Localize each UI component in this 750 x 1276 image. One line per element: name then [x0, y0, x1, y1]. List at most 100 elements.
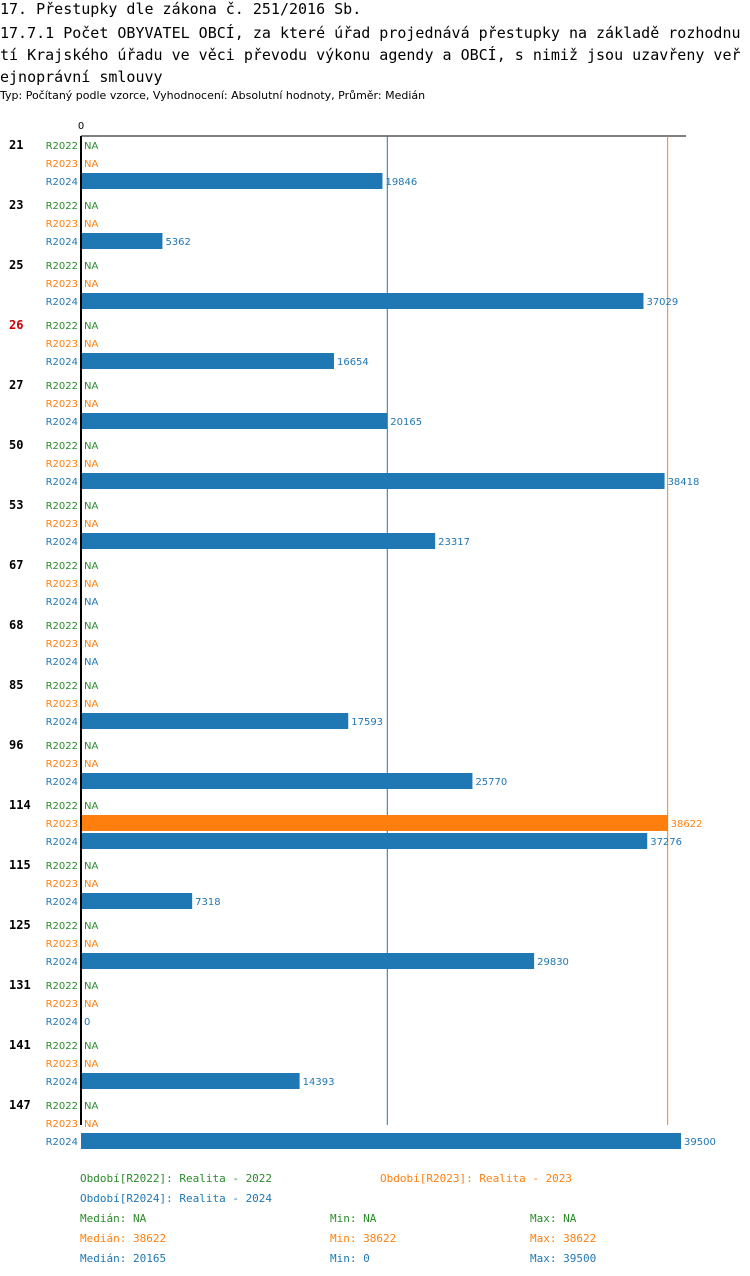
series-label: R2024 — [46, 1137, 78, 1148]
series-label: R2022 — [46, 201, 78, 212]
na-label: NA — [84, 339, 98, 350]
bar — [81, 1133, 681, 1149]
value-label: 16654 — [337, 357, 369, 368]
group-label: 131 — [9, 978, 31, 992]
na-label: NA — [84, 501, 98, 512]
series-label: R2023 — [46, 279, 78, 290]
na-label: NA — [84, 801, 98, 812]
series-label: R2024 — [46, 1077, 78, 1088]
na-label: NA — [84, 939, 98, 950]
bar — [81, 233, 163, 249]
series-label: R2022 — [46, 501, 78, 512]
na-label: NA — [84, 279, 98, 290]
na-label: NA — [84, 1059, 98, 1070]
bar — [81, 893, 193, 909]
group-label: 115 — [9, 858, 31, 872]
bar — [81, 173, 383, 189]
series-label: R2023 — [46, 339, 78, 350]
series-label: R2022 — [46, 1041, 78, 1052]
legend-r2024: Období[R2024]: Realita - 2024 — [80, 1192, 273, 1205]
stat-median-r2022: Medián: NA — [80, 1212, 147, 1225]
stat-median-r2024: Medián: 20165 — [80, 1252, 167, 1265]
series-label: R2023 — [46, 1059, 78, 1070]
x-axis-zero-label: 0 — [78, 121, 84, 132]
bar — [81, 413, 388, 429]
na-label: NA — [84, 459, 98, 470]
na-label: NA — [84, 921, 98, 932]
bar — [81, 533, 436, 549]
series-label: R2023 — [46, 939, 78, 950]
bar-chart: 0 21 R2022 NA R2023 NA R2024 19846 23 R2022 NA R202… — [9, 121, 716, 1149]
series-label: R2024 — [46, 777, 78, 788]
na-label: NA — [84, 579, 98, 590]
series-label: R2022 — [46, 141, 78, 152]
series-label: R2023 — [46, 759, 78, 770]
bar — [81, 1073, 300, 1089]
na-label: NA — [84, 201, 98, 212]
series-label: R2022 — [46, 981, 78, 992]
series-label: R2022 — [46, 321, 78, 332]
na-label: NA — [84, 1101, 98, 1112]
series-label: R2024 — [46, 297, 78, 308]
na-label: NA — [84, 639, 98, 650]
series-label: R2022 — [46, 801, 78, 812]
series-label: R2024 — [46, 237, 78, 248]
value-label: 29830 — [537, 957, 569, 968]
na-label: NA — [84, 141, 98, 152]
group-label: 96 — [9, 738, 23, 752]
na-label: NA — [84, 861, 98, 872]
series-label: R2024 — [46, 1017, 78, 1028]
group-label: 125 — [9, 918, 31, 932]
na-label: NA — [84, 879, 98, 890]
na-label: NA — [84, 741, 98, 752]
series-label: R2024 — [46, 897, 78, 908]
series-label: R2023 — [46, 699, 78, 710]
bar — [81, 815, 668, 831]
stat-max-r2022: Max: NA — [530, 1212, 577, 1225]
group-label: 53 — [9, 498, 23, 512]
group-label: 141 — [9, 1038, 31, 1052]
series-label: R2024 — [46, 957, 78, 968]
bar — [81, 713, 349, 729]
series-label: R2023 — [46, 579, 78, 590]
stat-min-r2024: Min: 0 — [330, 1252, 370, 1265]
series-label: R2022 — [46, 1101, 78, 1112]
bar — [81, 773, 473, 789]
series-label: R2024 — [46, 837, 78, 848]
na-label: NA — [84, 1041, 98, 1052]
value-label: 38418 — [668, 477, 700, 488]
group-label: 23 — [9, 198, 23, 212]
series-label: R2022 — [46, 861, 78, 872]
value-label: 37029 — [646, 297, 678, 308]
bar — [81, 833, 648, 849]
series-label: R2023 — [46, 399, 78, 410]
group-label: 27 — [9, 378, 23, 392]
series-label: R2024 — [46, 657, 78, 668]
series-label: R2024 — [46, 477, 78, 488]
value-label: 20165 — [390, 417, 422, 428]
stat-median-r2023: Medián: 38622 — [80, 1232, 167, 1245]
series-label: R2023 — [46, 459, 78, 470]
legend-r2023: Období[R2023]: Realita - 2023 — [380, 1172, 573, 1185]
stat-min-r2023: Min: 38622 — [330, 1232, 397, 1245]
value-label: 17593 — [351, 717, 383, 728]
value-label: 7318 — [195, 897, 220, 908]
na-label: NA — [84, 681, 98, 692]
series-label: R2023 — [46, 819, 78, 830]
series-label: R2024 — [46, 717, 78, 728]
group-label: 114 — [9, 798, 31, 812]
series-label: R2024 — [46, 357, 78, 368]
na-label: NA — [84, 219, 98, 230]
series-label: R2024 — [46, 177, 78, 188]
series-label: R2023 — [46, 159, 78, 170]
series-label: R2023 — [46, 879, 78, 890]
na-label: NA — [84, 519, 98, 530]
na-label: NA — [84, 621, 98, 632]
value-label: 14393 — [303, 1077, 335, 1088]
na-label: NA — [84, 321, 98, 332]
value-label: 37276 — [650, 837, 682, 848]
value-label: 39500 — [684, 1137, 716, 1148]
series-label: R2022 — [46, 561, 78, 572]
group-label: 147 — [9, 1098, 31, 1112]
series-label: R2022 — [46, 261, 78, 272]
